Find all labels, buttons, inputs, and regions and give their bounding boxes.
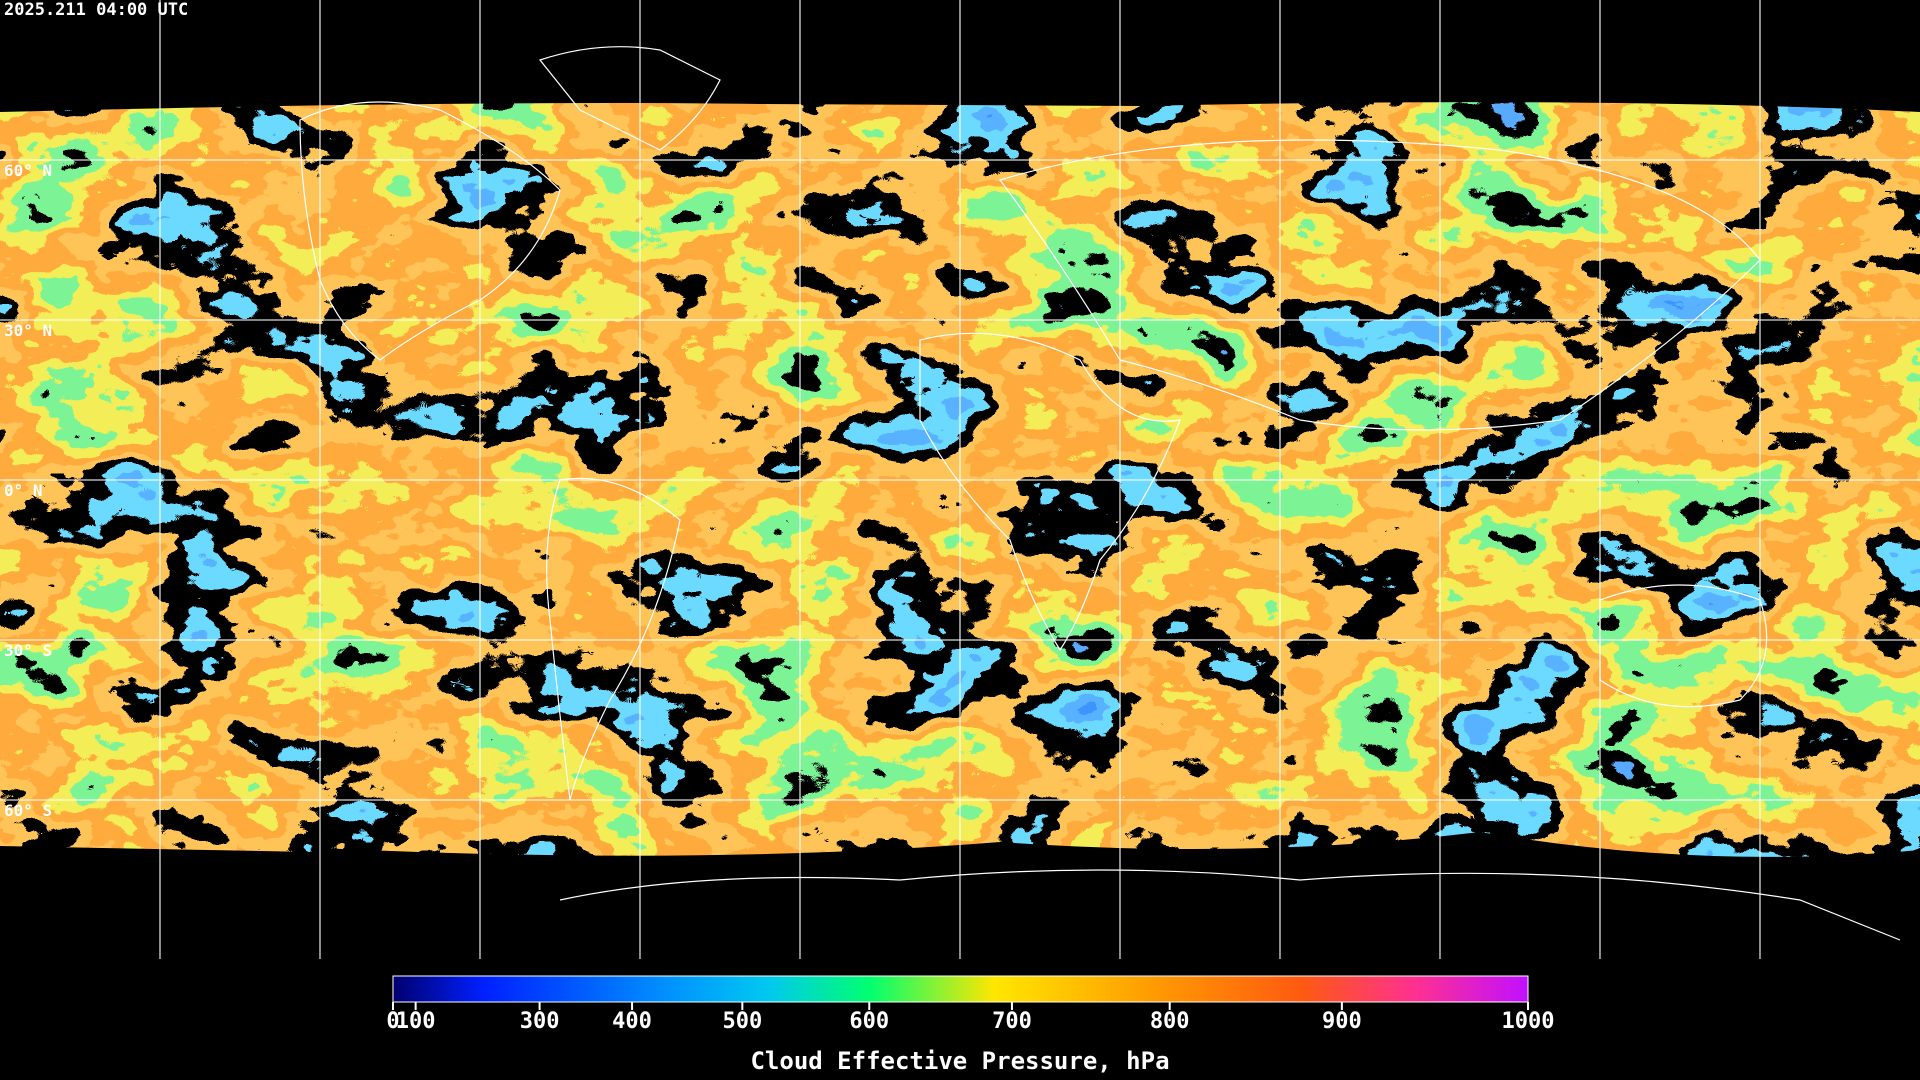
greenland	[538, 46, 721, 151]
australia	[1599, 584, 1768, 708]
colorbar-tick-label: 500	[722, 1009, 762, 1034]
colorbar-tick-label: 700	[992, 1009, 1032, 1034]
latitude-label: 60° S	[4, 801, 52, 820]
coastlines	[299, 46, 1901, 941]
colorbar-tick-label: 600	[849, 1009, 889, 1034]
colorbar	[392, 975, 1529, 1003]
colorbar-title: Cloud Effective Pressure, hPa	[750, 1047, 1169, 1075]
latitude-label: 0° N	[4, 481, 43, 500]
latitude-label: 60° N	[4, 161, 52, 180]
africa	[919, 332, 1181, 652]
colorbar-tick-label: 100	[396, 1009, 436, 1034]
south-america	[546, 477, 681, 801]
colorbar-tick-label: 1000	[1502, 1009, 1555, 1034]
colorbar-tick-label: 300	[520, 1009, 560, 1034]
latitude-label: 30° S	[4, 641, 52, 660]
timestamp: 2025.211 04:00 UTC	[4, 0, 188, 20]
eurasia	[999, 139, 1761, 431]
colorbar-tick-label: 800	[1150, 1009, 1190, 1034]
graticule	[0, 0, 1920, 959]
latitude-label: 30° N	[4, 321, 52, 340]
colorbar-tick-label: 400	[612, 1009, 652, 1034]
colorbar-tick-label: 0	[386, 1009, 399, 1034]
antarctica	[559, 869, 1901, 941]
colorbar-tick-label: 900	[1322, 1009, 1362, 1034]
